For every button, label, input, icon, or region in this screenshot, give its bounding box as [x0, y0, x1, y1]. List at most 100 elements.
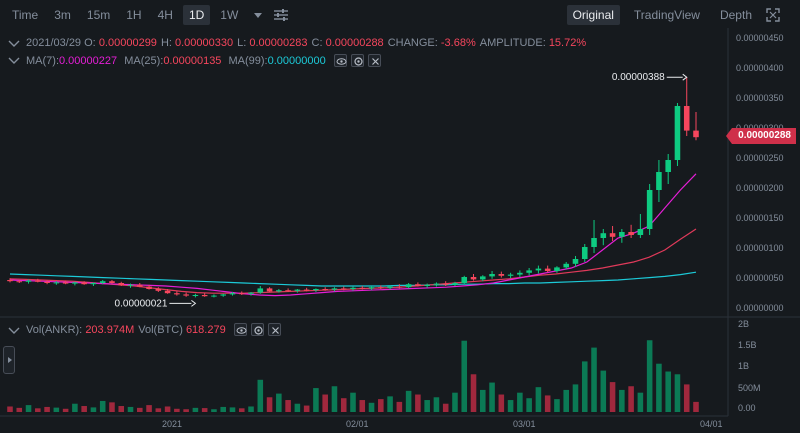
volume-bar [452, 392, 458, 412]
volume-bar [480, 389, 486, 412]
candle [433, 282, 440, 287]
candle-body [544, 268, 551, 271]
volume-bar [7, 406, 13, 412]
timeframe-more-icon[interactable] [254, 12, 263, 18]
candle-body [99, 281, 106, 283]
candle [405, 283, 412, 289]
ma-settings-button[interactable] [350, 54, 364, 67]
candle [164, 289, 171, 294]
settings-sliders-icon[interactable] [274, 9, 289, 21]
timeframe-4h[interactable]: 4H [157, 8, 173, 22]
price-tick-label: 0.00000150 [736, 213, 784, 223]
view-original[interactable]: Original [566, 5, 620, 25]
price-tick-label: 0.00000350 [736, 93, 784, 103]
timeframe-1d[interactable]: 1D [182, 5, 211, 25]
candle-body [127, 284, 134, 286]
volume-bar [619, 389, 625, 412]
open-label: O: [84, 37, 96, 49]
timeframe-time[interactable]: Time [12, 8, 39, 22]
price-tick-label: 0.00000200 [736, 183, 784, 193]
timeframe-15m[interactable]: 15m [86, 8, 111, 22]
close-icon [371, 58, 379, 65]
volume-bar [674, 374, 681, 412]
candle-body [229, 293, 236, 295]
vol-settings-button[interactable] [250, 323, 264, 336]
chevron-down-icon[interactable] [8, 327, 20, 335]
ma7-value: 0.00000227 [59, 54, 118, 67]
candle [526, 268, 532, 276]
vol-eye-button[interactable] [233, 323, 247, 336]
open-value: 0.00000299 [98, 37, 157, 49]
gear-icon [254, 326, 263, 335]
price-tick-label: 0.00000000 [736, 303, 784, 313]
candle [313, 288, 319, 292]
ohlc-date: 2021/03/29 [26, 37, 82, 49]
candle-body [72, 282, 78, 284]
candle-body [433, 283, 440, 285]
vol-close-button[interactable] [267, 323, 281, 336]
candle [452, 281, 458, 286]
candle-body [90, 283, 97, 285]
volume-bar [211, 409, 217, 412]
volume-bar [581, 361, 588, 412]
candle-body [535, 268, 542, 271]
candle [137, 283, 143, 288]
candle-body [683, 106, 690, 131]
candle-body [294, 289, 301, 291]
vol-btc-value: 618.279 [185, 323, 226, 336]
price-tick-label: 0.00000450 [736, 33, 784, 43]
candle [146, 284, 152, 290]
candle [378, 285, 384, 289]
ma-eye-button[interactable] [333, 54, 347, 67]
expand-panel-handle[interactable] [3, 346, 15, 374]
chevron-down-icon[interactable] [8, 40, 20, 48]
eye-icon [336, 58, 347, 65]
volume-bar [35, 408, 41, 412]
candle-body [507, 274, 514, 276]
volume-bar [238, 408, 245, 412]
volume-bar [442, 403, 449, 412]
low-label: L: [237, 37, 247, 49]
volume-bar [313, 388, 319, 412]
candle [628, 224, 634, 238]
candle [201, 293, 208, 297]
volume-bar [90, 407, 97, 412]
volume-bar [526, 398, 532, 412]
timeframe-1h[interactable]: 1H [126, 8, 142, 22]
ma-close-button[interactable] [367, 54, 381, 67]
time-tick-label: 2021 [162, 419, 183, 429]
candle-body [628, 232, 634, 235]
volume-bar [118, 406, 125, 412]
candle [619, 229, 625, 243]
view-depth[interactable]: Depth [719, 8, 752, 22]
view-tradingview[interactable]: TradingView [633, 8, 700, 22]
fullscreen-icon[interactable] [766, 8, 780, 22]
candle-body [554, 267, 560, 271]
ma25-value: 0.00000135 [163, 54, 222, 67]
volume-bar [470, 374, 477, 412]
volume-bar [591, 347, 597, 412]
volume-bar [340, 398, 347, 412]
candle [99, 280, 106, 285]
amplitude-value: 15.72% [548, 37, 587, 49]
high-marker-arrow [682, 73, 688, 81]
candle-body [211, 295, 217, 297]
candle-body [563, 263, 569, 268]
candle-body [257, 288, 264, 293]
candle-body [322, 289, 328, 290]
chevron-down-icon[interactable] [8, 57, 20, 65]
candle [693, 112, 699, 141]
timeframe-3m[interactable]: 3m [54, 8, 71, 22]
candle [53, 281, 60, 285]
timeframe-1w[interactable]: 1W [220, 8, 239, 22]
candle [220, 293, 226, 297]
low-marker-arrow [191, 300, 197, 307]
candle [396, 284, 403, 289]
close-label: C: [311, 37, 323, 49]
price-tick-label: 0.00000250 [736, 153, 784, 163]
volume-bar [609, 382, 616, 412]
volume-bar [507, 400, 514, 412]
candle [266, 287, 273, 292]
volume-bar [25, 405, 32, 412]
